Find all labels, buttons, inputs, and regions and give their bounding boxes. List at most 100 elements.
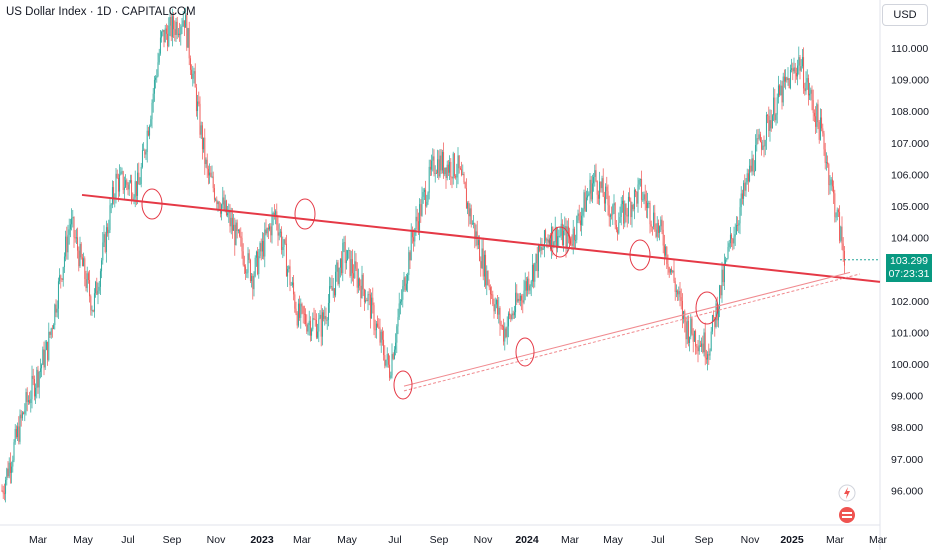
highlight-circle[interactable] <box>294 198 316 230</box>
support-trendline-dashed[interactable] <box>403 273 861 392</box>
candle-body <box>245 266 247 274</box>
candle-body <box>536 254 538 272</box>
candle-body <box>447 164 449 173</box>
candle-body <box>335 271 337 296</box>
candle-body <box>389 364 391 378</box>
candle-body <box>65 236 67 257</box>
candle-body <box>637 184 639 204</box>
countdown-timer: 07:23:31 <box>888 268 930 280</box>
candle-body <box>39 368 41 372</box>
candle-body <box>355 261 357 269</box>
candle-body <box>273 212 275 215</box>
candle-body <box>98 286 100 291</box>
candle-body <box>803 57 805 89</box>
candle-body <box>783 76 785 82</box>
candle-body <box>829 184 831 186</box>
candle-body <box>297 303 299 326</box>
candle-body <box>75 237 77 239</box>
candle-body <box>770 120 772 129</box>
candle-body <box>391 354 393 376</box>
candle-body <box>818 122 820 140</box>
candle-body <box>786 77 788 81</box>
highlight-circle[interactable] <box>141 188 163 220</box>
candle-body <box>72 217 74 219</box>
candle-body <box>308 320 310 325</box>
candle-body <box>27 400 29 402</box>
candle-body <box>782 76 784 103</box>
candle-body <box>282 247 284 250</box>
candle-body <box>61 278 63 280</box>
candle-body <box>582 208 584 216</box>
lightning-icon[interactable] <box>838 484 856 502</box>
candle-body <box>54 304 56 326</box>
candle-body <box>200 125 202 135</box>
candle-body <box>711 314 713 332</box>
candle-body <box>752 158 754 172</box>
candle-body <box>303 313 305 315</box>
candle-body <box>69 224 71 230</box>
candle-body <box>633 189 635 210</box>
highlight-circle[interactable] <box>393 370 413 400</box>
y-tick-label: 105.000 <box>891 201 929 213</box>
candle-body <box>797 65 799 77</box>
candle-body <box>701 343 703 347</box>
candle-body <box>459 168 461 170</box>
candle-body <box>32 375 34 380</box>
candle-body <box>805 82 807 92</box>
flag-icon[interactable] <box>838 506 856 524</box>
candle-body <box>402 286 404 300</box>
candle-body <box>545 230 547 241</box>
candle-body <box>589 179 591 194</box>
candle-body <box>48 331 50 360</box>
candle-body <box>825 162 827 164</box>
candle-body <box>330 286 332 287</box>
candle-body <box>517 298 519 302</box>
candle-body <box>468 202 470 217</box>
candle-body <box>195 87 197 112</box>
candle-body <box>522 300 524 303</box>
candle-body <box>325 315 327 321</box>
candle-body <box>399 301 401 304</box>
candle-body <box>246 272 248 274</box>
currency-button[interactable]: USD <box>882 4 928 26</box>
candle-body <box>641 178 643 200</box>
candle-body <box>291 282 293 285</box>
candle-body <box>289 266 291 286</box>
resistance-trendline[interactable] <box>81 193 881 283</box>
candle-body <box>612 205 614 215</box>
candle-body <box>266 227 268 234</box>
candle-body <box>530 281 532 286</box>
candle-body <box>380 331 382 343</box>
highlight-circle[interactable] <box>549 226 571 258</box>
candle-body <box>584 192 586 212</box>
y-tick-label: 109.000 <box>891 75 929 87</box>
candle-body <box>479 240 481 262</box>
candle-body <box>253 275 255 290</box>
candle-body <box>357 278 359 288</box>
highlight-circle[interactable] <box>515 337 535 367</box>
candle-body <box>737 225 739 226</box>
candle-body <box>623 200 625 224</box>
candle-body <box>774 97 776 121</box>
candle-body <box>821 117 823 129</box>
candle-body <box>719 285 721 309</box>
candle-body <box>483 254 485 277</box>
candle-body <box>165 28 167 34</box>
candle-body <box>96 282 98 295</box>
candle-body <box>53 325 55 330</box>
candle-body <box>656 222 658 237</box>
candle-body <box>739 207 741 224</box>
candle-body <box>331 286 333 291</box>
candle-body <box>239 230 241 237</box>
candle-body <box>425 189 427 207</box>
candle-body <box>185 15 187 28</box>
highlight-circle[interactable] <box>695 291 719 325</box>
candle-body <box>576 215 578 240</box>
candle-body <box>732 238 734 244</box>
support-trendline[interactable] <box>403 271 851 387</box>
highlight-circle[interactable] <box>629 239 651 271</box>
candle-body <box>247 253 249 273</box>
candle-body <box>689 336 691 343</box>
candle-body <box>763 145 765 147</box>
